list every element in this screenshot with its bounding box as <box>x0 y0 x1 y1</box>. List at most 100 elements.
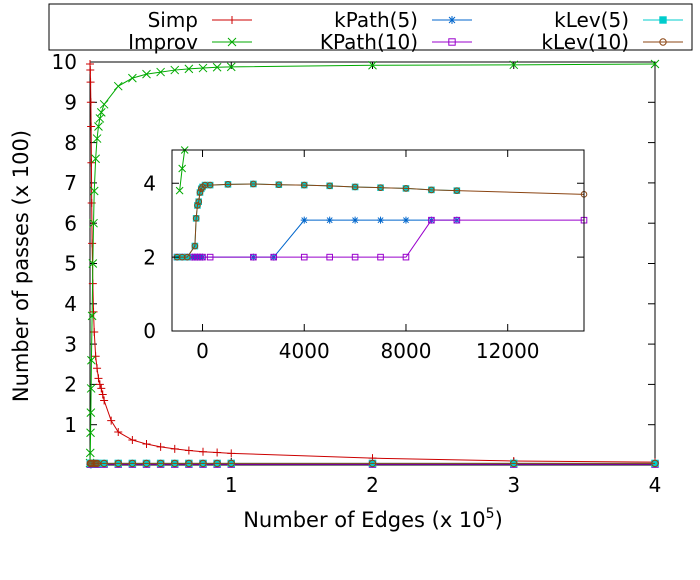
main-point-klev-10 <box>199 459 207 468</box>
inset-plot-frame <box>171 149 585 332</box>
main-point-klev-10 <box>185 459 193 468</box>
main-point-simp <box>156 442 165 451</box>
inset-point-klev-10 <box>191 242 199 250</box>
main-point-klev-10 <box>171 459 179 468</box>
inset-point-klev-10 <box>377 184 384 191</box>
main-point-improv <box>85 448 95 458</box>
main-point-improv <box>368 60 377 70</box>
inset-point-kpath-10 <box>300 253 308 261</box>
main-point-klev-10 <box>114 459 122 468</box>
inset-point-klev-10 <box>197 185 205 193</box>
main-point-simp <box>184 446 193 455</box>
main-point-improv <box>89 218 98 228</box>
main-point-improv <box>128 73 137 83</box>
main-point-improv <box>94 122 103 131</box>
legend-marker <box>227 37 237 47</box>
x-axis-label: Number of Edges (x 105) <box>243 506 503 532</box>
main-point-simp <box>213 448 222 457</box>
main-y-tick-label: 7 <box>64 171 77 195</box>
legend-item-improv: Improv <box>128 30 252 54</box>
legend-label: kPath(5) <box>334 8 418 32</box>
inset-point-klev-10 <box>195 198 203 206</box>
main-line-improv <box>89 63 656 463</box>
inset-point-klev-10 <box>351 183 359 191</box>
main-y-tick-label: 6 <box>64 211 77 235</box>
inset-point-klev-10 <box>250 180 257 188</box>
legend-marker <box>659 16 667 24</box>
main-point-improv <box>198 63 208 73</box>
inset-point-kpath-10 <box>428 216 435 224</box>
main-point-simp <box>87 158 96 167</box>
inset-point-kpath-10 <box>270 253 278 261</box>
main-x-tick-label: 4 <box>649 473 662 497</box>
main-point-improv <box>650 59 660 69</box>
main-point-simp <box>94 374 103 383</box>
inset-point-klev-10 <box>428 186 435 194</box>
inset-point-klev-10 <box>178 253 186 261</box>
inset-point-klev-10 <box>201 181 209 189</box>
inset-line-klev-10 <box>177 183 585 258</box>
inset-y-tick-label: 0 <box>143 319 156 343</box>
main-point-klev-10 <box>510 459 518 468</box>
main-point-klev-10 <box>651 459 659 468</box>
main-point-klev-10 <box>156 459 165 468</box>
inset-point-klev-10 <box>300 181 308 189</box>
main-point-improv <box>87 311 97 321</box>
main-y-tick-label: 8 <box>64 131 77 155</box>
main-point-simp <box>93 364 102 373</box>
main-point-simp <box>114 427 123 436</box>
main-point-improv <box>184 64 194 74</box>
inset-point-kpath-5 <box>300 216 308 224</box>
main-series-klev-10 <box>86 459 659 468</box>
main-point-improv <box>212 62 222 72</box>
main-point-klev-10 <box>227 459 235 468</box>
main-point-improv <box>509 60 519 70</box>
inset-point-klev-10 <box>183 253 191 261</box>
inset-x-tick-label: 0 <box>196 339 209 363</box>
inset-point-kpath-5 <box>326 216 334 224</box>
main-point-simp <box>87 122 96 131</box>
main-point-klev-10 <box>142 459 151 468</box>
main-y-tick-label: 4 <box>64 292 77 316</box>
inset-point-klev-10 <box>194 202 201 209</box>
x-axis-label-exponent: 5 <box>486 506 495 522</box>
x-axis-label-suffix: ) <box>495 508 503 532</box>
inset-point-klev-10 <box>402 185 410 192</box>
legend-label: KPath(10) <box>320 30 418 54</box>
inset-point-kpath-5 <box>377 216 385 224</box>
main-point-improv <box>86 408 96 417</box>
main-point-simp <box>88 239 97 248</box>
inset-point-improv <box>178 164 187 173</box>
main-point-improv <box>89 186 99 196</box>
inset-point-klev-10 <box>192 215 200 222</box>
main-point-improv <box>86 384 96 393</box>
main-point-simp <box>86 66 95 75</box>
inset-x-tick-label: 4000 <box>279 339 330 363</box>
inset-point-klev-10 <box>453 187 461 194</box>
main-point-simp <box>128 436 137 445</box>
main-point-klev-10 <box>368 459 377 468</box>
inset-point-klev-10 <box>206 181 214 189</box>
legend-marker <box>448 16 456 24</box>
legend-label: kLev(5) <box>554 8 629 32</box>
main-point-klev-10 <box>93 459 101 468</box>
main-point-simp <box>95 380 104 389</box>
inset-plot: 0 4000 8000 12000 0 2 4 <box>143 146 588 363</box>
main-point-klev-10 <box>128 459 137 468</box>
main-point-simp <box>170 444 179 453</box>
main-point-simp <box>86 78 95 87</box>
inset-point-kpath-10 <box>377 253 384 261</box>
main-point-simp <box>98 390 107 399</box>
main-point-simp <box>142 440 151 449</box>
main-y-tick-label: 1 <box>64 413 77 437</box>
inset-background <box>172 150 584 331</box>
legend-marker <box>659 38 667 46</box>
inset-series-klev-10 <box>173 180 588 261</box>
main-point-simp <box>227 449 236 458</box>
inset-point-improv <box>175 186 184 195</box>
legend-label: Simp <box>148 8 198 32</box>
legend-label: kLev(10) <box>541 30 629 54</box>
inset-point-kpath-5 <box>402 216 410 224</box>
